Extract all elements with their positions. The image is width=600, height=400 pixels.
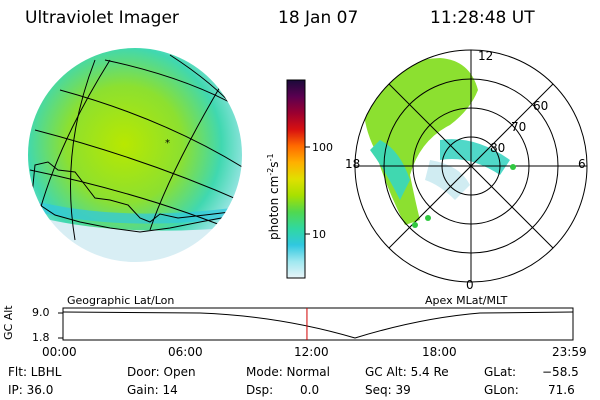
geo-coastline xyxy=(31,161,241,233)
mlt-label-6: 6 xyxy=(578,157,586,171)
mlat-label-60: 60 xyxy=(533,99,548,113)
instrument-title: Ultraviolet Imager xyxy=(25,8,179,28)
geographic-image: * xyxy=(26,46,244,264)
timeline-xtick: 18:00 xyxy=(422,345,457,359)
polar-panel-label: Apex MLat/MLT xyxy=(425,294,508,307)
geo-pole-marker: * xyxy=(165,138,170,149)
timeline-xtick: 23:59 xyxy=(552,345,587,359)
mlt-label-12: 12 xyxy=(478,49,493,63)
gc-alt-info: GC Alt: 5.4 Re xyxy=(365,365,449,379)
timeline-ylabel: GC Alt xyxy=(2,305,15,340)
polar-bright-spot xyxy=(510,164,516,170)
polar-plot: 12 18 6 0 60 70 80 xyxy=(345,49,588,292)
polar-bright-spot xyxy=(425,215,431,221)
observation-date: 18 Jan 07 xyxy=(278,8,359,28)
gain-info: Gain: 14 xyxy=(127,383,178,397)
mode-info: Mode: Normal xyxy=(246,365,330,379)
timeline-ytick-high: 9.0 xyxy=(32,306,50,319)
glon-label: GLon: xyxy=(484,383,519,397)
timeline-xtick: 00:00 xyxy=(42,345,77,359)
polar-haze xyxy=(425,160,470,200)
mlat-label-70: 70 xyxy=(511,120,526,134)
mlt-label-0: 0 xyxy=(466,278,474,292)
mlat-label-80: 80 xyxy=(490,141,505,155)
altitude-curve xyxy=(62,311,574,339)
geo-disk xyxy=(27,47,243,263)
observation-time: 11:28:48 UT xyxy=(430,8,535,28)
colorbar-scale xyxy=(286,79,306,279)
timeline-xtick: 06:00 xyxy=(168,345,203,359)
colorbar-tick-label-10: 10 xyxy=(312,228,326,241)
mlt-label-18: 18 xyxy=(345,157,360,171)
dsp-label: Dsp: xyxy=(246,383,274,397)
polar-grid xyxy=(354,49,588,283)
geo-panel-label: Geographic Lat/Lon xyxy=(67,294,175,307)
polar-bright-spot xyxy=(412,222,418,228)
timeline-xtick: 12:00 xyxy=(294,345,329,359)
altitude-timeline xyxy=(58,307,574,341)
polar-oval-edge xyxy=(370,140,410,200)
colorbar: 100 10 photon cm-2s-1 xyxy=(266,79,333,279)
colorbar-tick-label-100: 100 xyxy=(312,141,333,154)
door-info: Door: Open xyxy=(127,365,196,379)
timeline-ytick-low: 1.8 xyxy=(32,331,50,344)
filter-info: Flt: LBHL xyxy=(8,365,62,379)
dsp-value: 0.0 xyxy=(300,383,320,397)
ip-info: IP: 36.0 xyxy=(8,383,54,397)
seq-info: Seq: 39 xyxy=(365,383,411,397)
glon-value: 71.6 xyxy=(548,383,575,397)
glat-value: −58.5 xyxy=(542,365,579,379)
colorbar-unit: photon cm-2s-1 xyxy=(266,153,281,240)
glat-label: GLat: xyxy=(484,365,517,379)
geo-auroral-edge xyxy=(28,200,241,224)
